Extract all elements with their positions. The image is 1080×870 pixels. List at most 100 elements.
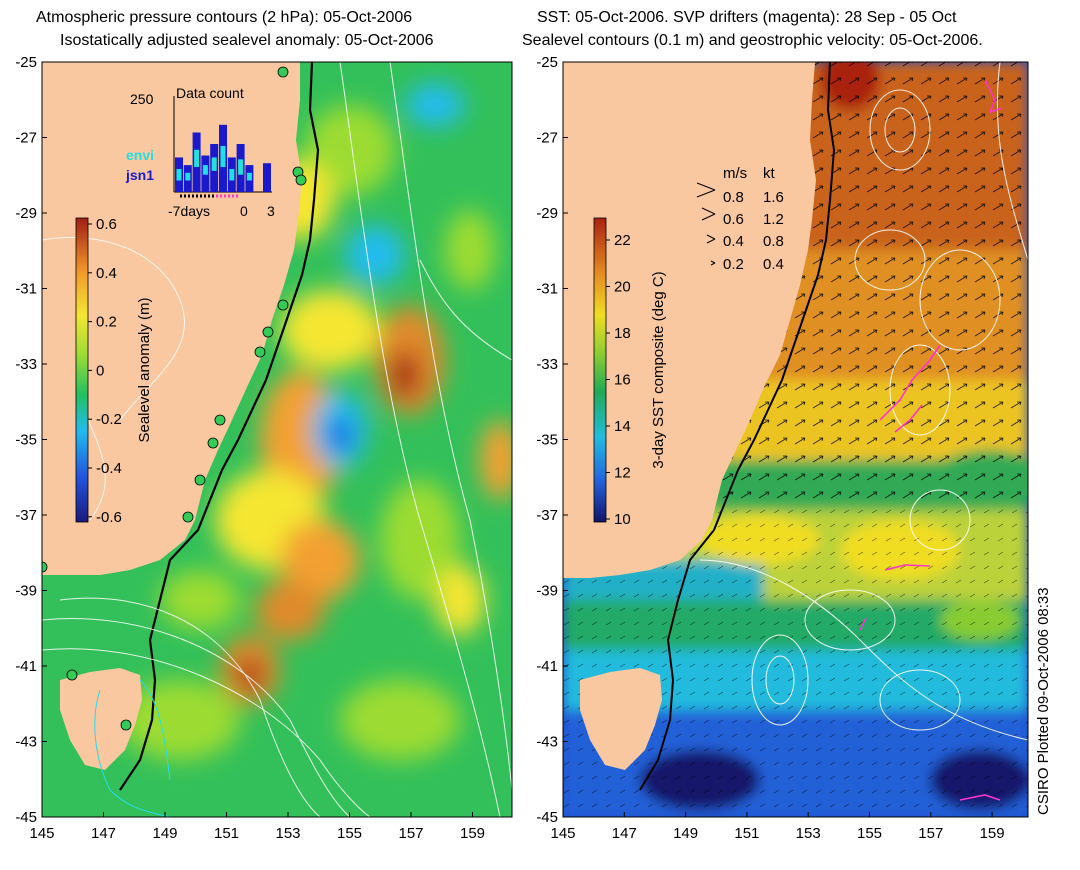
left-lat-label: -33 <box>15 356 37 373</box>
right-title-line2: Sealevel contours (0.1 m) and geostrophi… <box>522 32 983 49</box>
right-colorbar: 22 20 18 16 14 12 10 <box>593 217 631 528</box>
right-lat-label: -25 <box>536 54 558 71</box>
left-lat-label: -45 <box>15 809 37 826</box>
left-lat-label: -37 <box>15 507 37 524</box>
left-lat-label: -39 <box>15 583 37 600</box>
sealevel-contours <box>699 62 1028 741</box>
right-lon-label: 157 <box>918 825 943 842</box>
left-lat-label: -41 <box>15 658 37 675</box>
left-colorbar-tick-label: 0.6 <box>96 216 117 233</box>
inset-legend-jsn1: jsn1 <box>125 167 154 183</box>
inset-bar-jsn1 <box>263 163 271 192</box>
inset-bar-envi <box>176 168 182 181</box>
right-lon-label: 147 <box>612 825 637 842</box>
right-lon-label: 159 <box>980 825 1005 842</box>
right-lat-label: -43 <box>536 734 558 751</box>
velocity-legend-header-kt: kt <box>763 165 776 182</box>
inset-bar-envi <box>246 172 252 181</box>
inset-xlabel-start: -7days <box>168 203 210 219</box>
right-colorbar-tick-label: 16 <box>614 372 631 389</box>
velocity-legend: m/s kt 0.8 1.6 0.6 1.2 0.4 0.8 0.2 0.4 <box>696 165 784 273</box>
right-lat-label: -45 <box>536 809 558 826</box>
inset-bar-envi <box>211 157 217 171</box>
credit-text: CSIRO Plotted 09-Oct-2006 08:33 <box>1035 587 1052 815</box>
left-colorbar-label: Sealevel anomaly (m) <box>136 297 153 442</box>
inset-xlabel-zero: 0 <box>240 203 248 219</box>
inset-bar-envi <box>194 149 200 168</box>
velocity-row-1-kt: 1.2 <box>763 211 784 228</box>
axis-labels: -25 -25 -27 -27 -29 -29 -31 -31 -33 -33 -35 -35 -37 -… <box>15 54 1004 842</box>
inset-bar-envi <box>220 145 226 168</box>
right-lat-label: -33 <box>536 356 558 373</box>
right-lat-label: -35 <box>536 432 558 449</box>
right-lat-label: -27 <box>536 130 558 147</box>
right-colorbar-label: 3-day SST composite (deg C) <box>650 271 667 468</box>
left-colorbar-tick-label: 0.4 <box>96 265 117 282</box>
inset-title: Data count <box>176 85 244 101</box>
left-colorbar-tick-label: -0.4 <box>96 460 122 477</box>
left-lat-label: -35 <box>15 432 37 449</box>
right-colorbar-tick-label: 20 <box>614 279 631 296</box>
velocity-arrow-0-2 <box>710 260 716 266</box>
left-lon-label: 149 <box>152 825 177 842</box>
tasmania-right <box>580 668 662 770</box>
velocity-row-2-ms: 0.4 <box>723 233 744 250</box>
shelf-contour-right <box>639 62 836 791</box>
right-colorbar-tick-label: 10 <box>614 511 631 528</box>
right-lon-label: 155 <box>857 825 882 842</box>
inset-bar-envi <box>202 165 208 175</box>
right-lat-label: -41 <box>536 658 558 675</box>
inset-ymax: 250 <box>130 91 154 107</box>
right-colorbar-tick-label: 18 <box>614 325 631 342</box>
right-colorbar-tick-label: 14 <box>614 418 631 435</box>
right-lat-label: -37 <box>536 507 558 524</box>
left-lon-label: 151 <box>214 825 239 842</box>
left-lon-label: 145 <box>29 825 54 842</box>
velocity-arrow-0-4 <box>706 234 716 244</box>
left-lat-label: -25 <box>15 54 37 71</box>
pressure-contours <box>42 62 512 817</box>
velocity-arrow-0-6 <box>701 207 716 221</box>
right-lat-label: -39 <box>536 583 558 600</box>
right-lat-label: -31 <box>536 281 558 298</box>
left-lon-label: 155 <box>337 825 362 842</box>
velocity-row-2-kt: 0.8 <box>763 233 784 250</box>
left-colorbar-tick-label: 0.2 <box>96 314 117 331</box>
inset-legend-envi: envi <box>126 147 154 163</box>
tasmania <box>60 668 142 770</box>
left-lat-label: -31 <box>15 281 37 298</box>
velocity-row-0-kt: 1.6 <box>763 189 784 206</box>
inset-xlabel-end: 3 <box>267 203 275 219</box>
right-colorbar-tick-label: 12 <box>614 465 631 482</box>
right-lon-label: 153 <box>796 825 821 842</box>
data-count-inset <box>172 90 272 198</box>
left-colorbar-tick-label: 0 <box>96 362 104 379</box>
left-title-line2: Isostatically adjusted sealevel anomaly:… <box>60 32 434 49</box>
shelf-contour <box>119 62 320 791</box>
velocity-row-3-ms: 0.2 <box>723 256 744 273</box>
left-lat-label: -27 <box>15 130 37 147</box>
left-lat-label: -29 <box>15 205 37 222</box>
cyan-contours <box>94 679 171 817</box>
inset-bar-envi <box>185 172 191 181</box>
inset-bar-envi <box>229 168 235 181</box>
left-map <box>42 62 512 817</box>
left-title-line1: Atmospheric pressure contours (2 hPa): 0… <box>36 9 413 26</box>
right-lon-label: 151 <box>734 825 759 842</box>
australia-mainland-right <box>563 62 816 578</box>
velocity-row-0-ms: 0.8 <box>723 189 744 206</box>
left-lon-label: 157 <box>398 825 423 842</box>
velocity-row-3-kt: 0.4 <box>763 256 784 273</box>
velocity-legend-header-ms: m/s <box>723 165 747 182</box>
left-lon-label: 159 <box>460 825 485 842</box>
right-title-line1: SST: 05-Oct-2006. SVP drifters (magenta)… <box>537 9 957 26</box>
left-colorbar-tick-label: -0.2 <box>96 411 122 428</box>
tide-gauges <box>42 66 307 731</box>
right-lat-label: -29 <box>536 205 558 222</box>
left-lon-label: 153 <box>275 825 300 842</box>
right-lon-label: 145 <box>550 825 575 842</box>
inset-bar-envi <box>238 159 244 175</box>
left-lon-label: 147 <box>91 825 116 842</box>
left-colorbar-tick-label: -0.6 <box>96 509 122 526</box>
